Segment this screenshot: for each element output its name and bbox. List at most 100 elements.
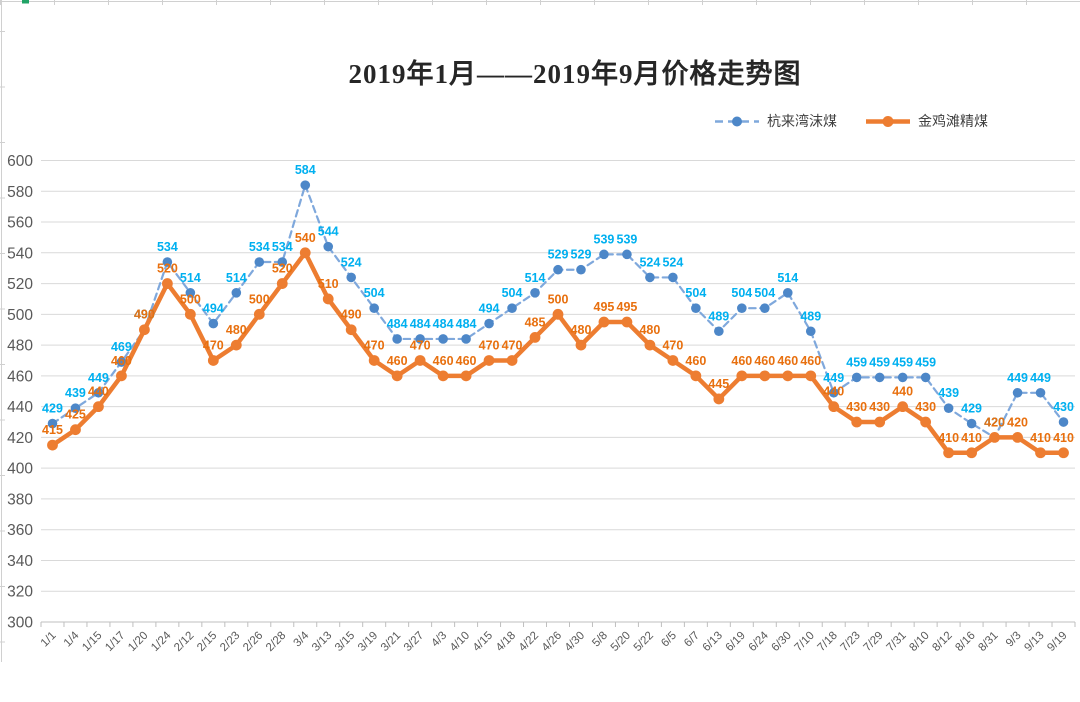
data-point-marker[interactable] xyxy=(553,264,563,275)
data-point-marker[interactable] xyxy=(161,278,173,289)
data-point-marker[interactable] xyxy=(139,324,150,336)
data-label: 490 xyxy=(134,308,155,322)
data-point-marker[interactable] xyxy=(369,303,379,313)
data-point-marker[interactable] xyxy=(231,287,242,298)
data-point-marker[interactable] xyxy=(920,416,932,428)
data-point-marker[interactable] xyxy=(599,249,609,260)
legend-item-hanglaiwan[interactable]: 杭来湾沫煤 xyxy=(714,111,837,131)
data-point-marker[interactable] xyxy=(414,355,426,366)
data-point-marker[interactable] xyxy=(300,180,311,190)
data-point-marker[interactable] xyxy=(897,372,908,383)
data-point-marker[interactable] xyxy=(1035,447,1046,459)
data-point-marker[interactable] xyxy=(598,316,610,328)
data-point-marker[interactable] xyxy=(897,401,909,413)
data-point-marker[interactable] xyxy=(668,272,678,283)
data-point-marker[interactable] xyxy=(714,326,724,337)
data-label: 420 xyxy=(984,415,1005,429)
data-point-marker[interactable] xyxy=(437,370,449,382)
data-point-marker[interactable] xyxy=(254,257,265,267)
data-point-marker[interactable] xyxy=(506,355,518,366)
data-point-marker[interactable] xyxy=(737,303,747,313)
data-point-marker[interactable] xyxy=(47,439,58,451)
data-point-marker[interactable] xyxy=(1058,447,1069,459)
data-point-marker[interactable] xyxy=(392,334,402,344)
data-point-marker[interactable] xyxy=(116,370,127,382)
data-point-marker[interactable] xyxy=(1012,432,1023,443)
data-label: 460 xyxy=(754,354,775,368)
data-point-marker[interactable] xyxy=(828,387,839,398)
data-point-marker[interactable] xyxy=(253,308,265,320)
data-point-marker[interactable] xyxy=(575,339,587,351)
data-point-marker[interactable] xyxy=(277,257,288,267)
data-point-marker[interactable] xyxy=(828,401,840,413)
data-point-marker[interactable] xyxy=(116,357,127,367)
data-point-marker[interactable] xyxy=(1035,387,1046,398)
data-point-marker[interactable] xyxy=(483,355,495,366)
data-point-marker[interactable] xyxy=(759,370,771,382)
data-point-marker[interactable] xyxy=(645,272,655,283)
data-point-marker[interactable] xyxy=(276,278,288,289)
data-point-marker[interactable] xyxy=(208,318,219,329)
data-point-marker[interactable] xyxy=(299,247,311,259)
data-point-marker[interactable] xyxy=(782,287,793,298)
data-point-marker[interactable] xyxy=(851,372,862,383)
data-label: 440 xyxy=(892,385,913,399)
data-point-marker[interactable] xyxy=(484,318,494,329)
data-point-marker[interactable] xyxy=(460,370,472,382)
data-point-marker[interactable] xyxy=(943,447,955,459)
data-point-marker[interactable] xyxy=(782,370,794,382)
data-point-marker[interactable] xyxy=(162,257,173,267)
legend-item-jinjitan[interactable]: 金鸡滩精煤 xyxy=(865,111,988,131)
data-point-marker[interactable] xyxy=(346,272,357,283)
data-point-marker[interactable] xyxy=(415,334,425,344)
data-point-marker[interactable] xyxy=(323,241,334,252)
data-point-marker[interactable] xyxy=(805,370,817,382)
data-point-marker[interactable] xyxy=(530,287,540,298)
data-point-marker[interactable] xyxy=(438,334,448,344)
data-point-marker[interactable] xyxy=(874,416,886,428)
data-point-marker[interactable] xyxy=(529,332,541,343)
data-point-marker[interactable] xyxy=(184,308,196,320)
data-point-marker[interactable] xyxy=(93,401,104,413)
data-point-marker[interactable] xyxy=(736,370,748,382)
data-point-marker[interactable] xyxy=(1058,417,1069,427)
data-point-marker[interactable] xyxy=(230,339,242,351)
data-point-marker[interactable] xyxy=(989,432,1000,443)
data-point-marker[interactable] xyxy=(207,355,219,366)
data-point-marker[interactable] xyxy=(391,370,403,382)
data-point-marker[interactable] xyxy=(644,339,656,351)
data-point-marker[interactable] xyxy=(713,393,725,405)
x-tick-label: 5/22 xyxy=(632,630,656,654)
data-point-marker[interactable] xyxy=(70,424,81,436)
data-point-marker[interactable] xyxy=(621,316,633,328)
x-tick-label: 2/15 xyxy=(195,630,219,654)
data-point-marker[interactable] xyxy=(47,418,58,429)
data-point-marker[interactable] xyxy=(507,303,517,313)
data-point-marker[interactable] xyxy=(185,287,196,298)
data-point-marker[interactable] xyxy=(667,355,679,366)
data-point-marker[interactable] xyxy=(690,370,702,382)
data-point-marker[interactable] xyxy=(552,308,564,320)
data-point-marker[interactable] xyxy=(576,264,586,275)
y-tick-label: 600 xyxy=(7,153,33,170)
data-point-marker[interactable] xyxy=(966,447,977,459)
data-point-marker[interactable] xyxy=(851,416,863,428)
x-tick-label: 8/12 xyxy=(930,630,954,654)
data-point-marker[interactable] xyxy=(943,403,954,413)
data-point-marker[interactable] xyxy=(805,326,816,337)
x-tick-label: 6/19 xyxy=(724,630,748,654)
data-point-marker[interactable] xyxy=(461,334,471,344)
data-point-marker[interactable] xyxy=(874,372,885,383)
data-point-marker[interactable] xyxy=(920,372,931,383)
data-point-marker[interactable] xyxy=(1012,387,1023,398)
data-point-marker[interactable] xyxy=(691,303,701,313)
data-point-marker[interactable] xyxy=(622,249,632,260)
data-point-marker[interactable] xyxy=(966,418,977,429)
data-point-marker[interactable] xyxy=(368,355,380,366)
data-point-marker[interactable] xyxy=(93,387,104,398)
data-point-marker[interactable] xyxy=(70,403,81,413)
data-point-marker[interactable] xyxy=(760,303,770,313)
data-label: 425 xyxy=(65,408,86,422)
data-point-marker[interactable] xyxy=(345,324,357,336)
data-point-marker[interactable] xyxy=(322,293,334,305)
